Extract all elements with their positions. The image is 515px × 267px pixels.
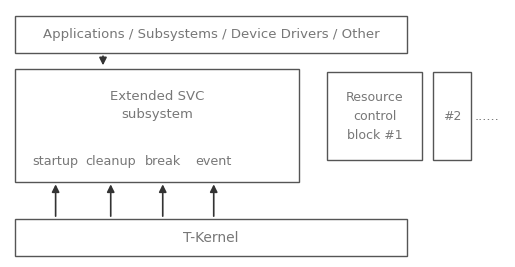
Bar <box>433 72 471 160</box>
Bar <box>327 72 422 160</box>
Text: break: break <box>145 155 181 168</box>
Bar <box>15 69 299 182</box>
Text: startup: startup <box>32 155 79 168</box>
Text: #2: #2 <box>443 110 461 123</box>
Text: Extended SVC: Extended SVC <box>110 90 204 103</box>
Text: cleanup: cleanup <box>85 155 136 168</box>
Text: Resource
control
block #1: Resource control block #1 <box>346 91 403 142</box>
Bar <box>15 16 407 53</box>
Text: T-Kernel: T-Kernel <box>183 231 239 245</box>
Text: Applications / Subsystems / Device Drivers / Other: Applications / Subsystems / Device Drive… <box>43 28 380 41</box>
Text: event: event <box>196 155 232 168</box>
Text: subsystem: subsystem <box>121 108 193 121</box>
Bar <box>15 219 407 256</box>
Text: ......: ...... <box>474 110 499 123</box>
